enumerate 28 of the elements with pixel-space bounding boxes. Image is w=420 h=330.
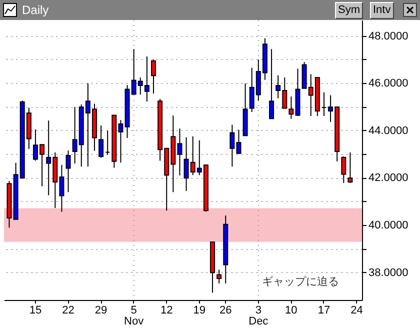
x-tick-label: 24 (350, 304, 363, 316)
candlestick (98, 124, 104, 158)
candlestick (150, 58, 156, 94)
x-tick-label: 3 Dec (248, 304, 269, 328)
candlestick (269, 48, 274, 120)
candlestick (348, 152, 353, 184)
x-tick-label: 19 (193, 304, 206, 316)
annotation: ギャップに迫る (262, 275, 339, 288)
x-tick-label: 17 (318, 304, 330, 316)
candlestick (341, 156, 346, 184)
x-tick-label: 5 Nov (124, 304, 144, 328)
x-tick-label: 15 (29, 304, 42, 316)
y-tick-label: 46.0000 (368, 78, 408, 90)
y-tick-label: 42.0000 (368, 172, 408, 184)
candlestick (216, 269, 222, 284)
x-tick-label: 12 (160, 304, 173, 316)
x-tick-label: 26 (219, 304, 232, 316)
x-tick-label: 10 (285, 304, 298, 316)
candlestick (66, 150, 71, 193)
chart-title: Daily (22, 3, 49, 17)
x-tick-label: 22 (62, 304, 74, 316)
x-tick-label: 29 (94, 304, 108, 316)
y-tick-label: 44.0000 (368, 124, 408, 137)
y-tick-label: 38.0000 (368, 266, 408, 279)
text: Sym (335, 2, 363, 19)
y-tick-label: 40.0000 (368, 220, 408, 232)
y-tick-label: 48.0000 (368, 30, 408, 42)
text: Intv (370, 2, 394, 19)
